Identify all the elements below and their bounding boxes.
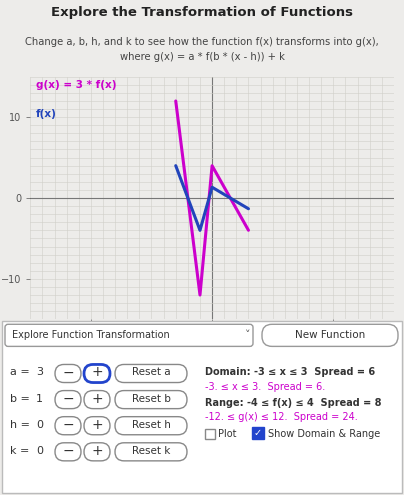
Text: b =: b = <box>10 394 30 403</box>
Text: Reset b: Reset b <box>132 394 170 403</box>
FancyBboxPatch shape <box>84 391 110 409</box>
FancyBboxPatch shape <box>5 324 253 346</box>
FancyBboxPatch shape <box>55 417 81 435</box>
Text: +: + <box>91 418 103 432</box>
Text: −: − <box>62 444 74 458</box>
Text: h =: h = <box>10 420 30 430</box>
FancyBboxPatch shape <box>115 417 187 435</box>
Text: Explore Function Transformation: Explore Function Transformation <box>12 330 170 341</box>
FancyBboxPatch shape <box>84 364 110 383</box>
Text: −: − <box>62 365 74 380</box>
Text: Range: -4 ≤ f(x) ≤ 4  Spread = 8: Range: -4 ≤ f(x) ≤ 4 Spread = 8 <box>205 397 381 407</box>
Text: ✓: ✓ <box>254 428 262 438</box>
FancyBboxPatch shape <box>84 417 110 435</box>
Text: Reset k: Reset k <box>132 446 170 456</box>
Text: Reset a: Reset a <box>132 367 170 378</box>
FancyBboxPatch shape <box>115 391 187 409</box>
FancyBboxPatch shape <box>205 429 215 439</box>
Text: Explore the Transformation of Functions: Explore the Transformation of Functions <box>51 6 353 19</box>
FancyBboxPatch shape <box>55 364 81 383</box>
FancyBboxPatch shape <box>252 427 264 439</box>
FancyBboxPatch shape <box>262 324 398 346</box>
Text: f(x): f(x) <box>36 109 57 119</box>
FancyBboxPatch shape <box>115 443 187 461</box>
Text: Reset h: Reset h <box>132 420 170 430</box>
Text: Plot: Plot <box>218 429 236 439</box>
Text: New Function: New Function <box>295 330 365 341</box>
Text: 0: 0 <box>36 446 43 456</box>
Text: -12. ≤ g(x) ≤ 12.  Spread = 24.: -12. ≤ g(x) ≤ 12. Spread = 24. <box>205 412 358 422</box>
Text: 3: 3 <box>36 367 43 378</box>
FancyBboxPatch shape <box>55 391 81 409</box>
Text: g(x) = 3 * f(x): g(x) = 3 * f(x) <box>36 80 116 91</box>
Text: Domain: -3 ≤ x ≤ 3  Spread = 6: Domain: -3 ≤ x ≤ 3 Spread = 6 <box>205 367 375 378</box>
Text: +: + <box>91 392 103 405</box>
Text: a =: a = <box>10 367 30 378</box>
Text: 1: 1 <box>36 394 43 403</box>
FancyBboxPatch shape <box>115 364 187 383</box>
Text: Show Domain & Range: Show Domain & Range <box>268 429 380 439</box>
Text: +: + <box>91 365 103 380</box>
Text: -3. ≤ x ≤ 3.  Spread = 6.: -3. ≤ x ≤ 3. Spread = 6. <box>205 382 325 392</box>
FancyBboxPatch shape <box>84 443 110 461</box>
Text: k =: k = <box>10 446 29 456</box>
FancyBboxPatch shape <box>55 443 81 461</box>
Text: +: + <box>91 444 103 458</box>
FancyBboxPatch shape <box>2 321 402 493</box>
Text: Change a, b, h, and k to see how the function f(x) transforms into g(x),
where g: Change a, b, h, and k to see how the fun… <box>25 37 379 62</box>
Text: ˅: ˅ <box>245 330 251 341</box>
Text: 0: 0 <box>36 420 43 430</box>
Text: −: − <box>62 392 74 405</box>
Text: −: − <box>62 418 74 432</box>
